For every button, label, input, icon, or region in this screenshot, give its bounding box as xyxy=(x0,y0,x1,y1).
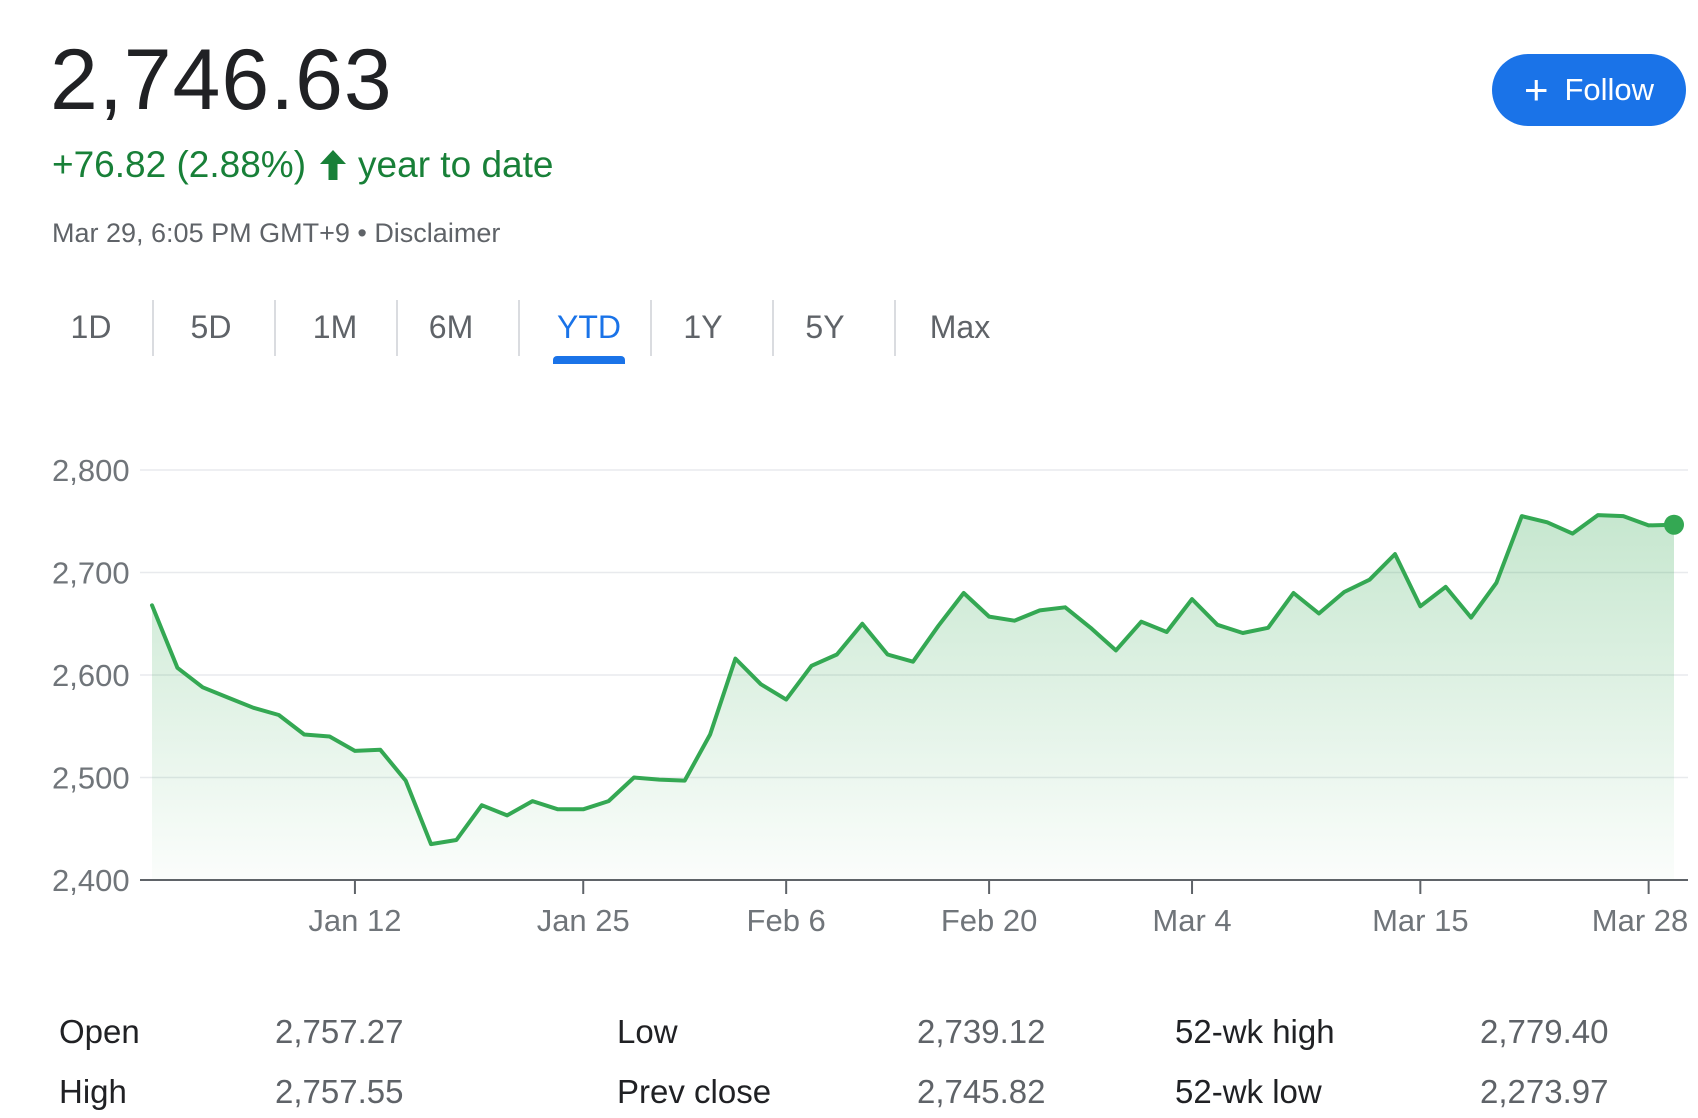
chart-x-tick-label: Feb 20 xyxy=(941,903,1038,938)
stats-table: Open 2,757.27 High 2,757.55 Low 2,739.12… xyxy=(0,1000,1698,1118)
plus-icon: + xyxy=(1523,66,1549,113)
stock-price: 2,746.63 xyxy=(50,32,393,128)
tab-divider xyxy=(650,300,652,356)
tab-5d[interactable]: 5D xyxy=(180,296,242,358)
chart-x-tick-label: Jan 12 xyxy=(308,903,401,938)
stat-label-52wk-low: 52-wk low xyxy=(1175,1073,1322,1110)
arrow-up-icon xyxy=(320,150,347,180)
stat-value-52wk-high: 2,779.40 xyxy=(1480,1013,1609,1050)
chart-x-tick-label: Mar 4 xyxy=(1152,903,1231,938)
tab-5y[interactable]: 5Y xyxy=(794,296,856,358)
change-period: year to date xyxy=(358,144,554,185)
quote-timestamp: Mar 29, 6:05 PM GMT+9 • Disclaimer xyxy=(52,218,501,248)
tab-1d[interactable]: 1D xyxy=(60,296,122,358)
price-change: +76.82 (2.88%) xyxy=(52,144,307,185)
chart-last-point xyxy=(1664,514,1684,535)
tab-1y[interactable]: 1Y xyxy=(672,296,734,358)
chart-x-tick-label: Mar 15 xyxy=(1372,903,1468,938)
tab-divider xyxy=(396,300,398,356)
stat-label-prev-close: Prev close xyxy=(617,1073,772,1110)
tab-divider xyxy=(518,300,520,356)
chart-area-fill xyxy=(152,515,1674,880)
tab-ytd[interactable]: YTD xyxy=(542,296,636,364)
chart-x-tick-label: Jan 25 xyxy=(537,903,630,938)
stat-value-prev-close: 2,745.82 xyxy=(917,1073,1046,1110)
stat-label-52wk-high: 52-wk high xyxy=(1175,1013,1335,1050)
chart-y-tick-label: 2,500 xyxy=(52,761,130,796)
tab-label: Max xyxy=(929,308,991,345)
tab-label: 5Y xyxy=(805,308,845,345)
chart-price-line xyxy=(150,513,1676,847)
stat-value-52wk-low: 2,273.97 xyxy=(1480,1073,1609,1110)
follow-label: Follow xyxy=(1564,72,1655,107)
tab-label: YTD xyxy=(557,308,621,345)
tab-label: 1Y xyxy=(683,308,723,345)
chart-x-tick-label: Feb 6 xyxy=(747,903,826,938)
tab-max[interactable]: Max xyxy=(920,296,1000,358)
chart-y-tick-label: 2,600 xyxy=(52,658,130,693)
tab-6m[interactable]: 6M xyxy=(418,296,484,358)
active-tab-indicator xyxy=(553,356,625,364)
stat-label-low: Low xyxy=(617,1013,678,1050)
tab-label: 1D xyxy=(70,308,112,345)
stat-value-open: 2,757.27 xyxy=(275,1013,404,1050)
price-chart[interactable]: 2,800 2,700 2,600 2,500 2,400 Jan 12 Jan 25 Fe… xyxy=(0,430,1698,950)
price-change-row: +76.82 (2.88%) year to date xyxy=(52,140,553,190)
stat-label-high: High xyxy=(59,1073,127,1110)
stat-label-open: Open xyxy=(59,1013,140,1050)
chart-x-tick-label: Mar 28 xyxy=(1592,903,1688,938)
tab-divider xyxy=(894,300,896,356)
chart-y-tick-label: 2,700 xyxy=(52,556,130,591)
stat-value-low: 2,739.12 xyxy=(917,1013,1046,1050)
tab-divider xyxy=(772,300,774,356)
tab-divider xyxy=(274,300,276,356)
follow-button[interactable]: + Follow xyxy=(1492,54,1686,126)
stat-value-high: 2,757.55 xyxy=(275,1073,404,1110)
tab-label: 5D xyxy=(190,308,232,345)
tab-divider xyxy=(152,300,154,356)
chart-y-tick-label: 2,400 xyxy=(52,863,130,898)
tab-1m[interactable]: 1M xyxy=(302,296,368,358)
tab-label: 1M xyxy=(312,308,358,345)
tab-label: 6M xyxy=(428,308,474,345)
chart-y-tick-label: 2,800 xyxy=(52,453,130,488)
